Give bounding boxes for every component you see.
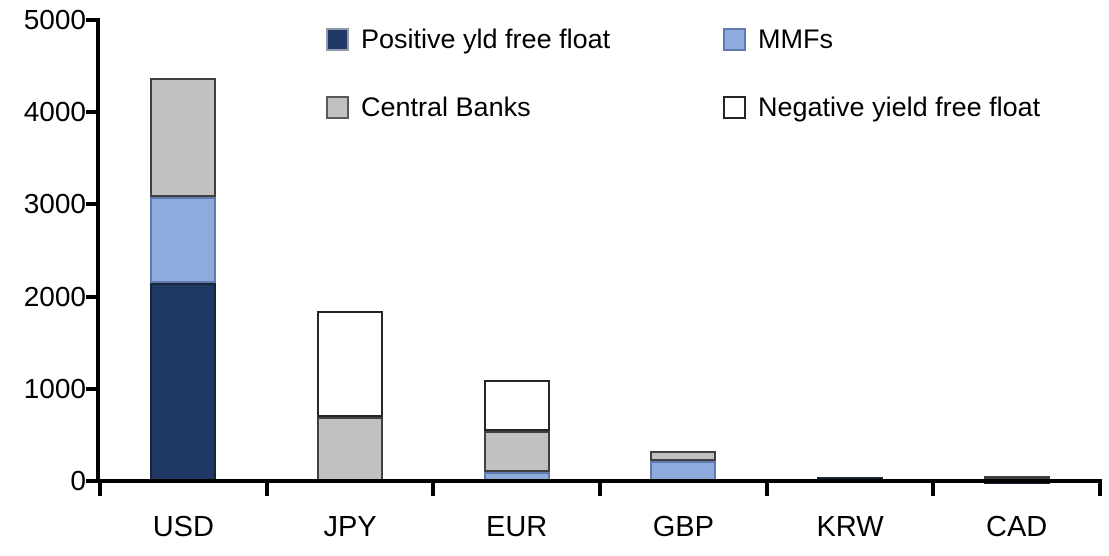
x-tick-mark-6 — [1098, 479, 1102, 496]
y-tick-mark-4000 — [86, 110, 100, 115]
legend-item-positive-yld-free-float: Positive yld free float — [326, 24, 610, 54]
bar-segment-jpy-central-banks — [317, 417, 383, 481]
y-tick-label-1000: 1000 — [23, 372, 86, 404]
bar-segment-gbp-central-banks — [650, 450, 717, 462]
bar-segment-usd-central-banks — [150, 78, 217, 197]
y-tick-label-0: 0 — [70, 465, 86, 496]
y-tick-mark-3000 — [86, 202, 100, 207]
bar-segment-usd-positive-yld-free-float — [150, 282, 217, 481]
legend-label-positive-yld-free-float: Positive yld free float — [361, 24, 611, 54]
bar-usd — [150, 78, 217, 481]
x-tick-mark-5 — [931, 479, 936, 496]
bar-segment-cad-central-banks — [983, 475, 1050, 480]
y-tick-label-4000: 4000 — [23, 96, 86, 128]
bar-gbp — [650, 450, 717, 481]
x-category-label-gbp: GBP — [652, 511, 714, 543]
legend-swatch-mmfs — [723, 27, 746, 51]
bar-segment-gbp-mmfs — [650, 461, 717, 481]
x-category-label-krw: KRW — [816, 511, 884, 543]
y-tick-label-5000: 5000 — [23, 4, 86, 35]
y-tick-mark-2000 — [86, 294, 100, 299]
legend-swatch-negative-yield-free-float — [723, 95, 746, 119]
legend-swatch-positive-yld-free-float — [326, 27, 349, 51]
legend-label-mmfs: MMFs — [758, 24, 833, 54]
x-category-label-cad: CAD — [986, 511, 1048, 543]
x-tick-mark-0 — [98, 479, 102, 496]
legend-item-mmfs: MMFs — [723, 24, 833, 54]
bar-jpy — [317, 311, 383, 481]
bar-eur — [483, 379, 550, 481]
bar-segment-usd-mmfs — [150, 196, 217, 283]
legend-swatch-central-banks — [326, 95, 349, 119]
x-category-label-eur: EUR — [486, 511, 548, 543]
legend-item-negative-yield-free-float: Negative yield free float — [723, 92, 1040, 122]
legend-label-central-banks: Central Banks — [361, 92, 531, 122]
legend-label-negative-yield-free-float: Negative yield free float — [758, 92, 1041, 122]
y-tick-label-3000: 3000 — [23, 188, 86, 220]
x-tick-mark-2 — [431, 479, 436, 496]
y-tick-label-2000: 2000 — [23, 280, 86, 312]
x-tick-mark-3 — [598, 479, 602, 496]
x-tick-mark-1 — [264, 479, 269, 496]
y-tick-mark-5000 — [86, 18, 100, 22]
bar-segment-eur-central-banks — [483, 431, 550, 472]
x-category-label-usd: USD — [152, 511, 214, 543]
y-axis-line — [96, 18, 100, 483]
y-tick-mark-1000 — [86, 386, 100, 391]
y-tick-mark-0 — [86, 479, 100, 483]
legend-item-central-banks: Central Banks — [326, 92, 531, 122]
x-tick-mark-4 — [764, 479, 769, 496]
bar-segment-eur-negative-yield-free-float — [483, 379, 550, 432]
bar-segment-jpy-negative-yield-free-float — [317, 311, 383, 418]
x-category-label-jpy: JPY — [323, 511, 377, 543]
